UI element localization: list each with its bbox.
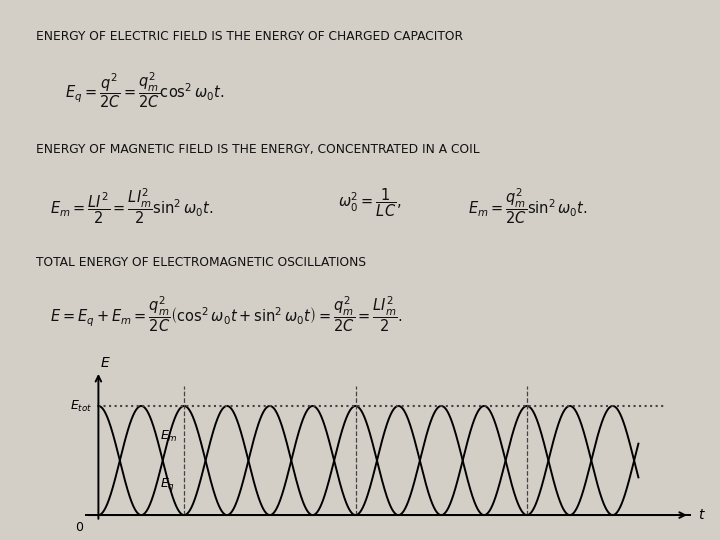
Text: $E_m = \dfrac{q_m^2}{2C}\sin^2\omega_0 t.$: $E_m = \dfrac{q_m^2}{2C}\sin^2\omega_0 t… — [468, 186, 588, 226]
Text: $0$: $0$ — [75, 521, 84, 534]
Text: $E_m$: $E_m$ — [160, 429, 178, 444]
Text: $E_q$: $E_q$ — [160, 476, 175, 493]
Text: $E_{tot}$: $E_{tot}$ — [70, 399, 92, 414]
Text: $E_m = \dfrac{LI^2}{2} = \dfrac{LI_m^2}{2}\sin^2\omega_0 t.$: $E_m = \dfrac{LI^2}{2} = \dfrac{LI_m^2}{… — [50, 186, 214, 226]
Text: $E_q = \dfrac{q^2}{2C} = \dfrac{q_m^2}{2C}\cos^2\omega_0 t.$: $E_q = \dfrac{q^2}{2C} = \dfrac{q_m^2}{2… — [65, 70, 224, 110]
Text: $E$: $E$ — [100, 356, 111, 370]
Text: ENERGY OF MAGNETIC FIELD IS THE ENERGY, CONCENTRATED IN A COIL: ENERGY OF MAGNETIC FIELD IS THE ENERGY, … — [36, 143, 480, 156]
Text: $t$: $t$ — [698, 508, 706, 522]
Text: $E = E_q + E_m = \dfrac{q_m^2}{2C}\left(\cos^2\omega_0 t + \sin^2\omega_0 t\righ: $E = E_q + E_m = \dfrac{q_m^2}{2C}\left(… — [50, 294, 403, 334]
Text: $\omega_0^2 = \dfrac{1}{LC},$: $\omega_0^2 = \dfrac{1}{LC},$ — [338, 186, 402, 219]
Text: TOTAL ENERGY OF ELECTROMAGNETIC OSCILLATIONS: TOTAL ENERGY OF ELECTROMAGNETIC OSCILLAT… — [36, 256, 366, 269]
Text: ENERGY OF ELECTRIC FIELD IS THE ENERGY OF CHARGED CAPACITOR: ENERGY OF ELECTRIC FIELD IS THE ENERGY O… — [36, 30, 463, 43]
